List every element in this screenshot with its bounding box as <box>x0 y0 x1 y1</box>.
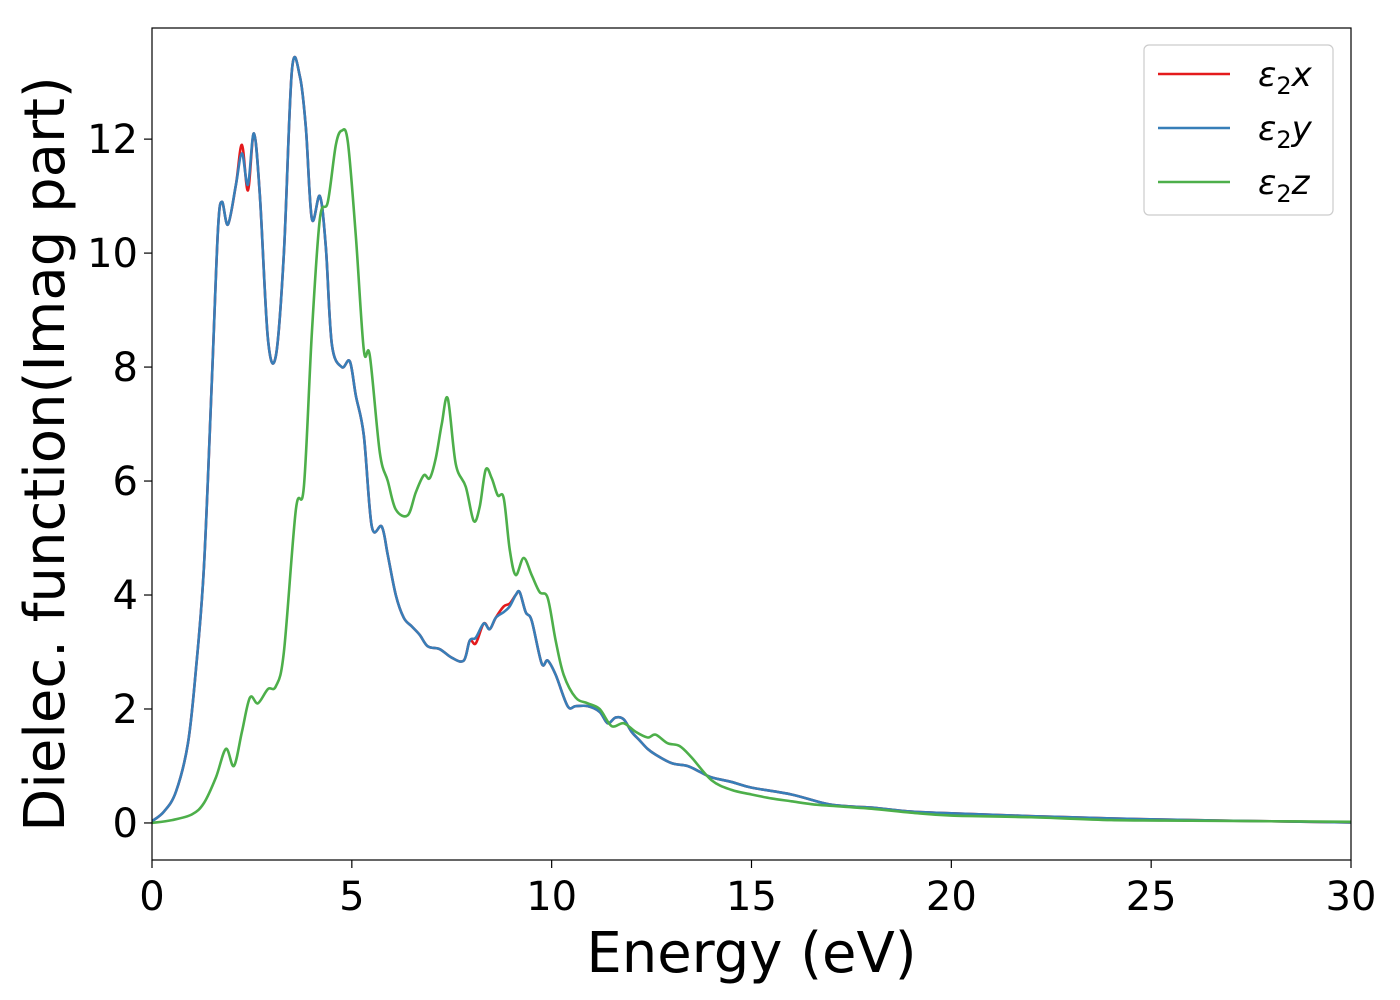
y-tick-label: 0 <box>113 801 138 847</box>
y-axis-label: Dielec. function(Imag part) <box>13 76 78 832</box>
y-tick-label: 6 <box>113 459 138 505</box>
legend-label: ε2y <box>1258 109 1313 154</box>
legend-box <box>1143 44 1334 216</box>
y-tick-label: 8 <box>113 345 138 391</box>
series-line-y <box>152 55 1351 824</box>
x-tick-label: 25 <box>1126 874 1177 920</box>
y-tick-label: 12 <box>87 117 138 163</box>
y-tick-label: 2 <box>113 687 138 733</box>
y-tick-label: 4 <box>113 573 138 619</box>
series-line-z <box>152 128 1351 825</box>
y-axis-ticks: 0 2 4 6 8 10 12 <box>87 117 152 847</box>
x-tick-label: 0 <box>139 874 164 920</box>
x-tick-label: 5 <box>339 874 364 920</box>
x-tick-label: 10 <box>526 874 577 920</box>
y-tick-label: 10 <box>87 231 138 277</box>
x-axis-label: Energy (eV) <box>586 921 916 986</box>
x-tick-label: 20 <box>926 874 977 920</box>
legend-label: ε2x <box>1258 55 1313 100</box>
x-axis-ticks: 0 5 10 15 20 25 30 <box>139 860 1376 920</box>
legend: ε2x ε2y ε2z <box>1143 44 1334 216</box>
series-layer <box>152 55 1351 825</box>
x-tick-label: 15 <box>726 874 777 920</box>
legend-label: ε2z <box>1258 163 1311 208</box>
x-tick-label: 30 <box>1326 874 1377 920</box>
